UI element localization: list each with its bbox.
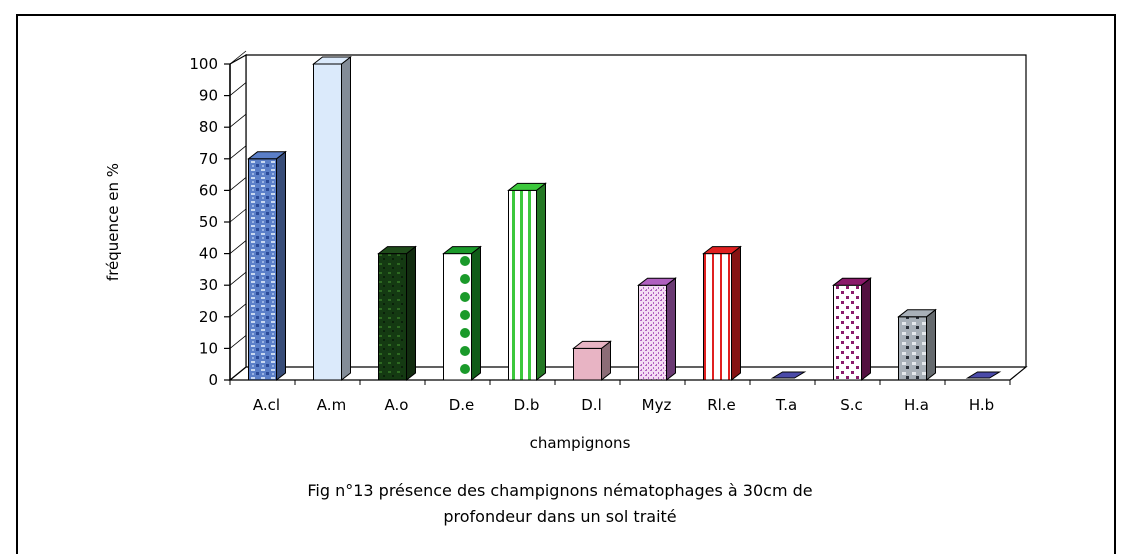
bar-front <box>573 347 602 381</box>
bar-front <box>898 316 927 381</box>
bar-hb <box>965 371 1002 379</box>
bar-side <box>731 245 741 382</box>
bar-top <box>442 246 482 255</box>
y-tick-depth <box>229 303 247 318</box>
y-tick-depth <box>229 50 247 65</box>
bar-top <box>637 277 677 286</box>
bar-side <box>536 182 546 382</box>
x-tick-label: S.c <box>840 396 863 414</box>
side-wall <box>229 53 247 382</box>
x-tick-label: D.l <box>581 396 602 414</box>
bar-front <box>833 284 862 381</box>
bar-front <box>248 158 277 381</box>
y-tick-label: 100 <box>189 55 218 73</box>
bar-chart: 0 10 20 30 40 50 60 70 80 90 100 A.cl A.m A.o D.e D.b D.… <box>104 50 1028 452</box>
bar-top <box>572 340 612 349</box>
y-tick-label: 0 <box>208 371 218 389</box>
bar-side <box>341 55 351 382</box>
bar-top <box>507 182 547 191</box>
x-tick-label: A.o <box>385 396 409 414</box>
x-tick-label: Rl.e <box>707 396 736 414</box>
bar-front <box>313 63 342 381</box>
bar-top <box>832 277 872 286</box>
bar-front <box>378 253 407 381</box>
bar-top <box>702 246 742 255</box>
bar-side <box>861 277 871 382</box>
bar-side <box>666 277 676 382</box>
y-tick-depth <box>229 335 247 349</box>
bar-am <box>312 55 352 382</box>
bar-front <box>638 284 667 381</box>
caption-line-1: Fig n°13 présence des champignons némato… <box>307 481 813 500</box>
bar-flat <box>770 371 807 379</box>
y-tick-depth <box>229 82 247 96</box>
y-tick-label: 40 <box>199 245 218 263</box>
bar-sc <box>832 277 872 382</box>
bar-side <box>406 245 416 382</box>
x-tick-label: A.cl <box>253 396 280 414</box>
y-tick-depth <box>229 145 247 160</box>
y-tick-label: 80 <box>199 118 218 136</box>
bar-acl <box>247 150 287 382</box>
bar-top <box>247 151 287 160</box>
bar-top <box>312 56 352 65</box>
axes-layer <box>224 50 1028 385</box>
figure-frame <box>16 14 1116 554</box>
y-tick-label: 90 <box>199 87 218 105</box>
bar-rle <box>702 245 742 382</box>
x-tick-label: T.a <box>775 396 797 414</box>
bar-db <box>507 182 547 382</box>
x-tick-label: H.b <box>969 396 994 414</box>
bar-side <box>926 308 936 382</box>
x-tick-label: Myz <box>642 396 672 414</box>
x-tick-label: D.b <box>514 396 540 414</box>
x-axis-title: champignons <box>530 434 631 452</box>
y-tick-label: 50 <box>199 213 218 231</box>
y-tick-depth <box>229 240 247 254</box>
bar-ta <box>770 371 807 379</box>
bar-top <box>897 309 937 318</box>
figure-caption: Fig n°13 présence des champignons némato… <box>120 478 1000 530</box>
bar-dl <box>572 340 612 382</box>
bar-front <box>703 253 732 381</box>
y-tick-depth <box>229 177 247 191</box>
bars-layer <box>247 55 1002 382</box>
y-tick-depth <box>229 113 247 128</box>
bar-front <box>508 189 537 381</box>
bar-front <box>443 253 472 381</box>
bar-de <box>442 245 482 382</box>
y-tick-depth <box>229 208 247 223</box>
x-tick-label: A.m <box>317 396 346 414</box>
labels-layer: 0 10 20 30 40 50 60 70 80 90 100 A.cl A.m A.o D.e D.b D.… <box>189 55 994 414</box>
bar-side <box>276 150 286 382</box>
bar-ha <box>897 308 937 382</box>
bar-top <box>377 246 417 255</box>
bar-myz <box>637 277 677 382</box>
x-tick-label: D.e <box>449 396 475 414</box>
x-tick-label: H.a <box>904 396 929 414</box>
y-tick-label: 10 <box>199 339 218 357</box>
y-tick-label: 30 <box>199 276 218 294</box>
y-tick-depth <box>229 366 247 381</box>
y-tick-label: 60 <box>199 181 218 199</box>
y-tick-label: 70 <box>199 150 218 168</box>
bar-flat <box>965 371 1002 379</box>
bar-side <box>471 245 481 382</box>
y-axis-title: fréquence en % <box>104 163 122 281</box>
y-tick-label: 20 <box>199 308 218 326</box>
bar-ao <box>377 245 417 382</box>
caption-line-2: profondeur dans un sol traité <box>443 507 677 526</box>
y-tick-depth <box>229 271 247 286</box>
